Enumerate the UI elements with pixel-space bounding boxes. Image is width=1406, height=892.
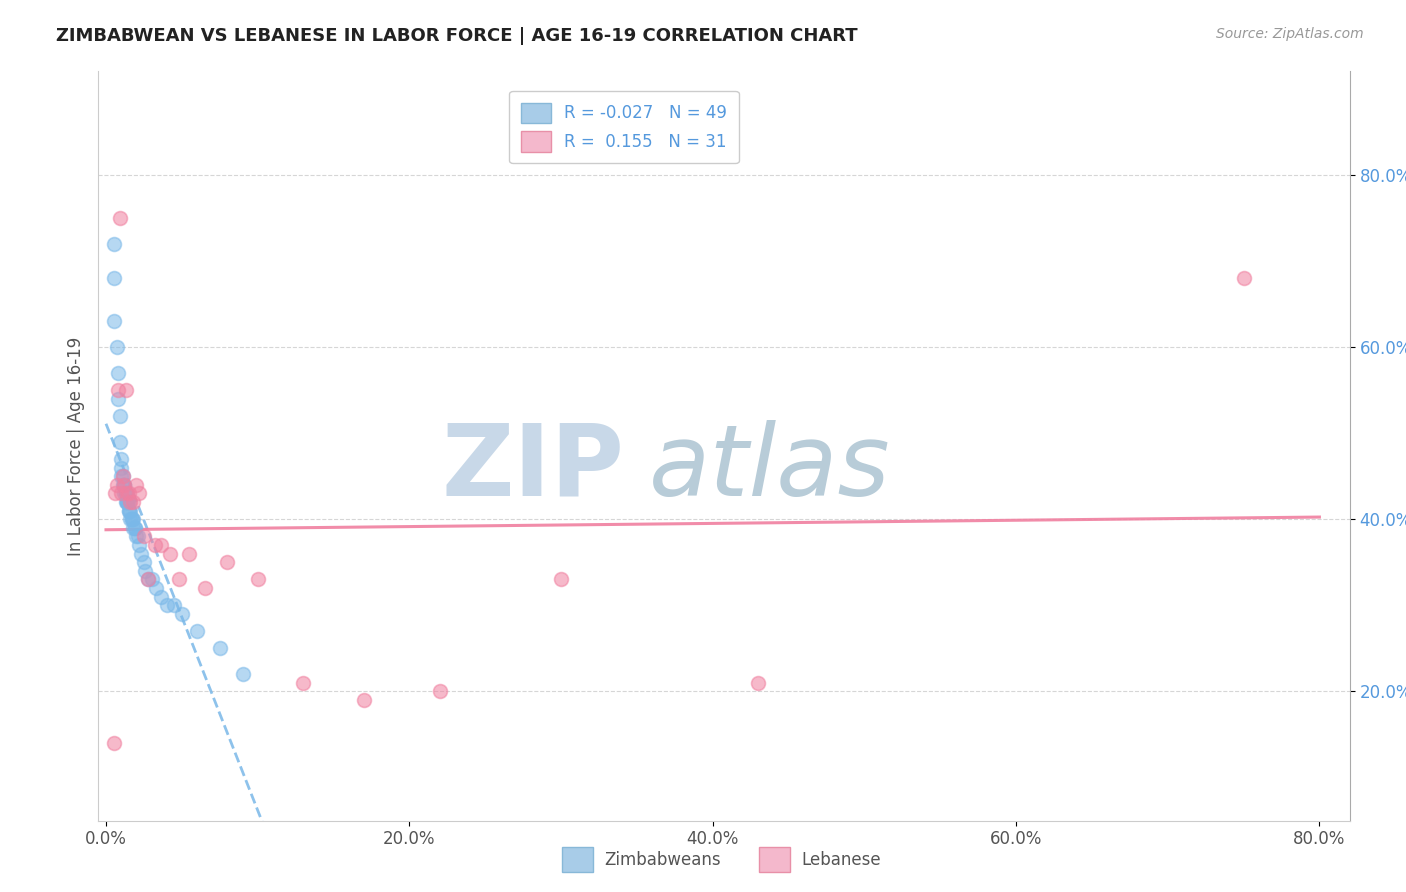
Point <box>149 590 172 604</box>
Point <box>105 340 128 354</box>
Point <box>145 581 167 595</box>
Point <box>353 693 375 707</box>
Point <box>138 573 160 587</box>
Point <box>115 495 138 509</box>
Point <box>112 477 135 491</box>
Point <box>217 555 239 569</box>
Point <box>110 460 132 475</box>
Point <box>292 676 315 690</box>
Point <box>108 211 131 225</box>
Point <box>115 495 138 509</box>
Point <box>124 521 146 535</box>
Point <box>115 486 138 500</box>
Point <box>108 409 131 423</box>
Point <box>550 573 572 587</box>
Point <box>747 676 769 690</box>
Point <box>111 469 134 483</box>
Point <box>138 573 160 587</box>
Point <box>127 529 149 543</box>
Point <box>143 538 166 552</box>
Point <box>167 573 190 587</box>
Point <box>118 486 141 500</box>
Point <box>103 314 125 328</box>
Point <box>128 486 150 500</box>
Point <box>132 555 155 569</box>
Point <box>118 503 141 517</box>
Point <box>121 512 143 526</box>
Point <box>103 236 125 251</box>
Point <box>246 573 269 587</box>
Point <box>104 486 127 500</box>
Point <box>110 486 132 500</box>
Point <box>208 641 231 656</box>
Point <box>122 521 145 535</box>
Text: atlas: atlas <box>650 420 890 517</box>
Point <box>186 624 208 639</box>
Point <box>149 538 172 552</box>
Point <box>120 495 142 509</box>
Point <box>114 495 136 509</box>
Point <box>112 486 135 500</box>
Point <box>110 451 132 466</box>
Point <box>114 486 136 500</box>
Point <box>141 573 163 587</box>
Point <box>114 383 136 397</box>
Y-axis label: In Labor Force | Age 16-19: In Labor Force | Age 16-19 <box>66 336 84 556</box>
Text: Zimbabweans: Zimbabweans <box>605 851 721 869</box>
Point <box>108 434 131 449</box>
Point <box>128 538 150 552</box>
Text: ZIP: ZIP <box>441 420 624 517</box>
Point <box>129 547 152 561</box>
Point <box>111 477 134 491</box>
Point <box>179 547 201 561</box>
Point <box>159 547 181 561</box>
Point <box>121 512 143 526</box>
Point <box>105 477 128 491</box>
Point <box>125 477 148 491</box>
Point <box>112 477 135 491</box>
Point <box>112 477 135 491</box>
Point <box>163 599 186 613</box>
Point <box>132 529 155 543</box>
Point <box>194 581 217 595</box>
Point <box>134 564 156 578</box>
Point <box>124 521 146 535</box>
Legend: R = -0.027   N = 49, R =  0.155   N = 31: R = -0.027 N = 49, R = 0.155 N = 31 <box>509 91 738 163</box>
Point <box>170 607 193 621</box>
Text: Lebanese: Lebanese <box>801 851 882 869</box>
Point <box>231 667 253 681</box>
Point <box>125 529 148 543</box>
Point <box>122 495 145 509</box>
Point <box>429 684 451 698</box>
Point <box>156 599 179 613</box>
Point <box>110 469 132 483</box>
Point <box>114 486 136 500</box>
Point <box>115 495 138 509</box>
Point <box>103 271 125 285</box>
Point <box>120 512 142 526</box>
Point <box>107 383 129 397</box>
Point <box>120 503 142 517</box>
Point <box>111 469 134 483</box>
Point <box>107 392 129 406</box>
Point <box>1232 271 1254 285</box>
Point <box>118 495 141 509</box>
Point <box>122 512 145 526</box>
Point <box>107 366 129 380</box>
Point <box>103 736 125 750</box>
Text: ZIMBABWEAN VS LEBANESE IN LABOR FORCE | AGE 16-19 CORRELATION CHART: ZIMBABWEAN VS LEBANESE IN LABOR FORCE | … <box>56 27 858 45</box>
Text: Source: ZipAtlas.com: Source: ZipAtlas.com <box>1216 27 1364 41</box>
Point <box>118 503 141 517</box>
